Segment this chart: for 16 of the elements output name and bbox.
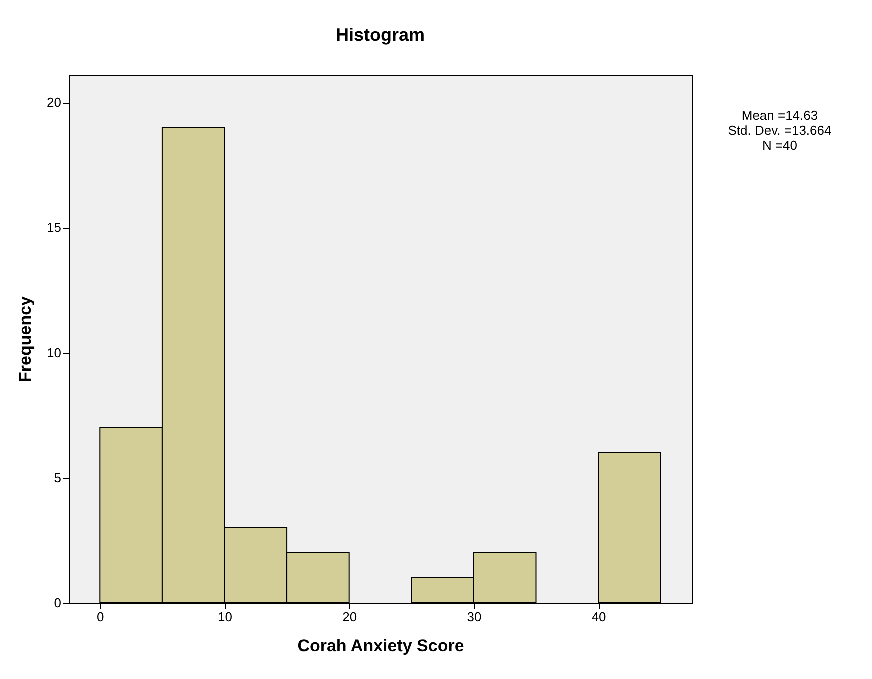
x-tick-label: 0 [97, 610, 104, 624]
x-axis-title: Corah Anxiety Score [298, 636, 464, 656]
chart-title: Histogram [336, 25, 426, 45]
y-tick-label: 20 [47, 95, 62, 110]
y-tick-label: 10 [47, 345, 62, 360]
text: Std. Dev. =13.664 [727, 123, 833, 138]
y-tick-label: 15 [47, 220, 62, 236]
x-tick-label: 10 [218, 610, 232, 624]
x-tick-label: 40 [592, 610, 606, 624]
x-tick-label: 20 [342, 610, 358, 624]
y-tick-label: 0 [54, 596, 62, 610]
x-tick-label: 30 [467, 610, 482, 624]
text: Mean =14.63 [740, 108, 820, 123]
y-tick-label: 5 [54, 470, 62, 486]
text: N =40 [761, 138, 799, 153]
y-axis-title: Frequency [16, 296, 36, 382]
